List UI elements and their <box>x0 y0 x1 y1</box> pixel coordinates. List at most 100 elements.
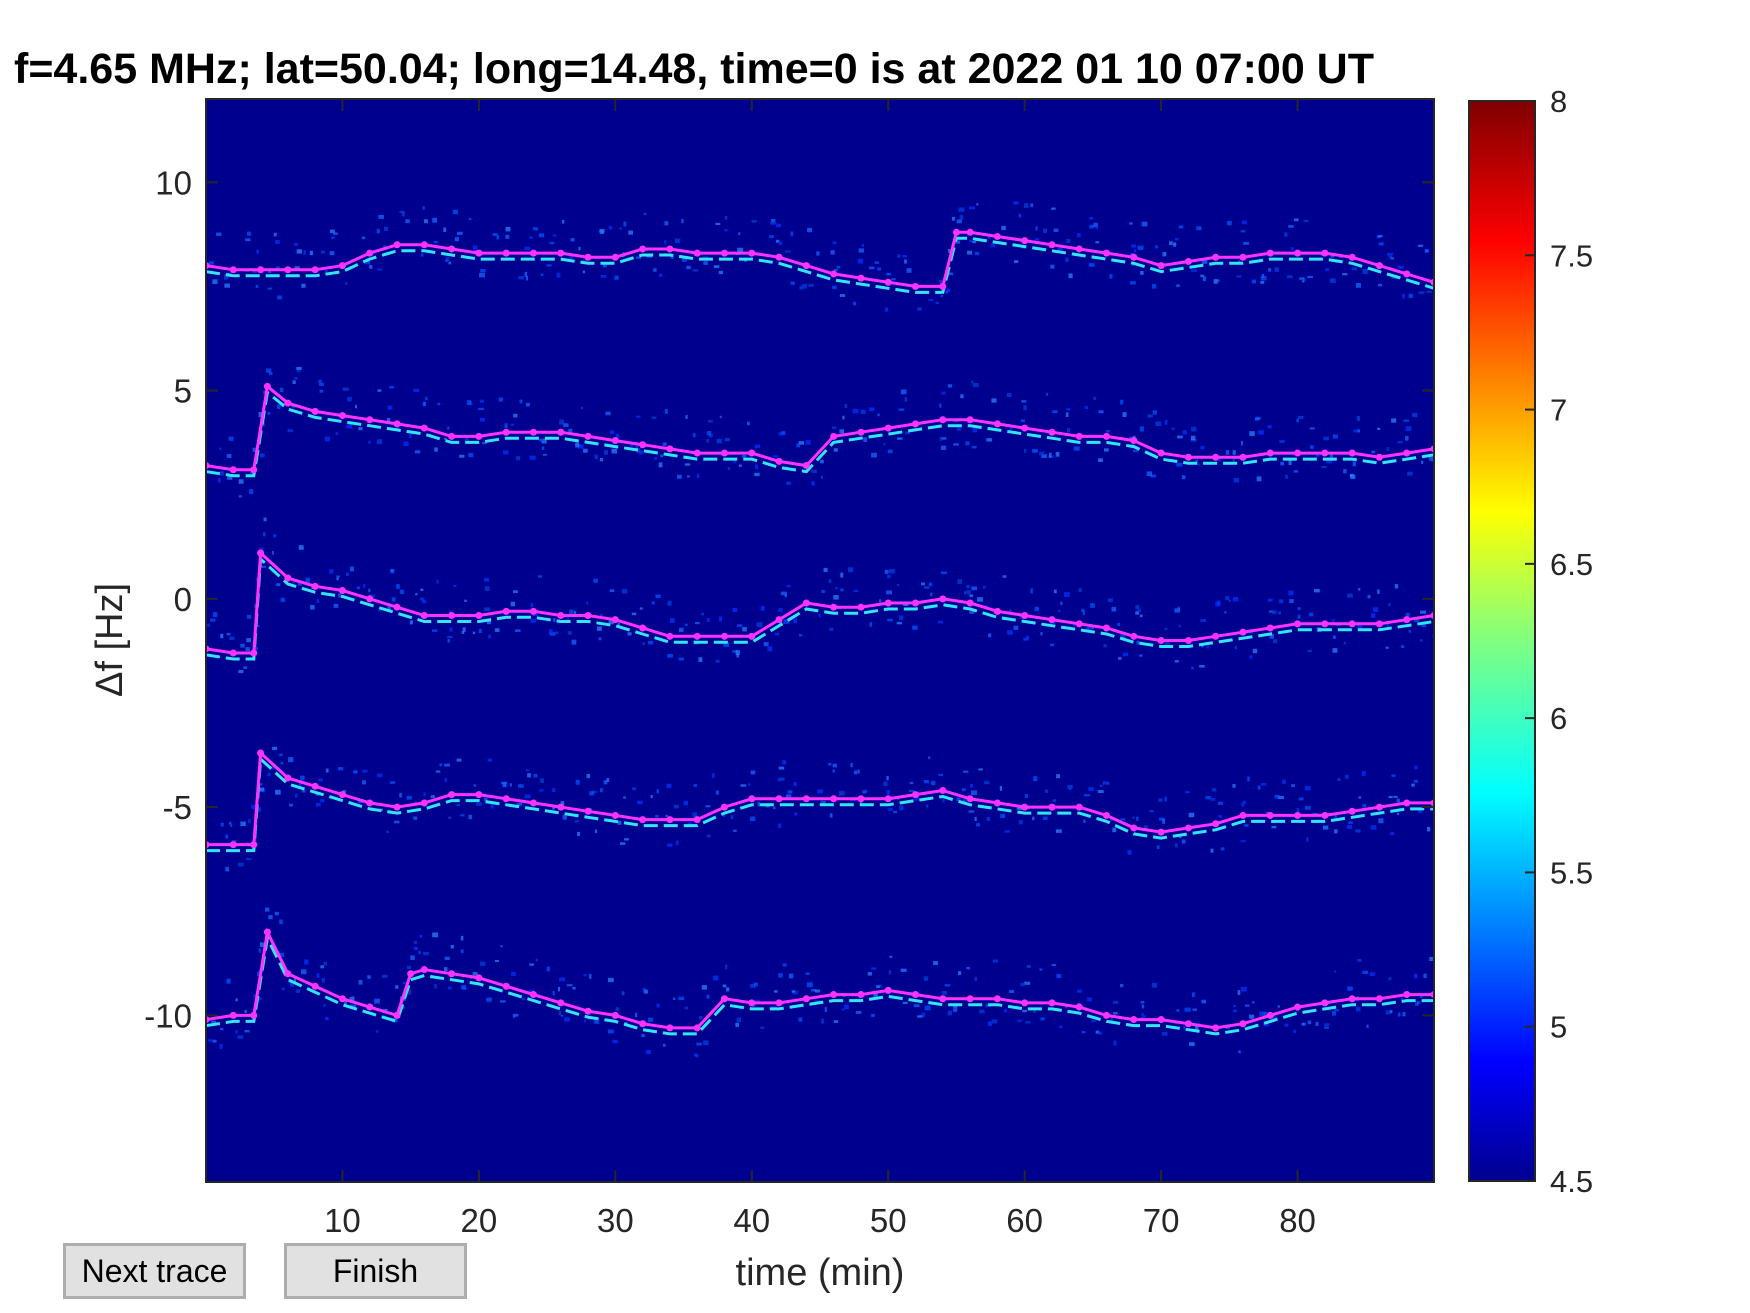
echo-speckle <box>909 781 914 785</box>
trace-point <box>1266 249 1274 257</box>
echo-speckle <box>917 1015 923 1018</box>
echo-speckle <box>1329 278 1336 284</box>
echo-speckle <box>446 256 450 262</box>
echo-speckle <box>294 266 300 270</box>
echo-speckle <box>886 789 890 795</box>
echo-speckle <box>1090 603 1095 608</box>
trace-point <box>639 1020 647 1028</box>
echo-speckle <box>562 814 567 820</box>
echo-speckle <box>621 991 625 996</box>
trace-point <box>1294 620 1302 628</box>
trace-point <box>720 449 728 457</box>
echo-speckle <box>1033 776 1038 782</box>
echo-speckle <box>1393 795 1398 798</box>
echo-speckle <box>735 1022 739 1027</box>
echo-speckle <box>225 834 229 839</box>
echo-speckle <box>596 626 602 631</box>
echo-speckle <box>1107 598 1113 603</box>
trace-point <box>857 274 865 282</box>
echo-speckle <box>634 445 639 448</box>
echo-speckle <box>1006 392 1012 398</box>
trace-point <box>993 232 1001 240</box>
trace-point <box>448 432 456 440</box>
echo-speckle <box>1200 446 1205 450</box>
echo-speckle <box>1034 238 1039 241</box>
echo-speckle <box>465 437 469 442</box>
echo-speckle <box>877 413 880 417</box>
echo-speckle <box>1408 293 1414 298</box>
echo-speckle <box>1044 789 1049 793</box>
echo-speckle <box>424 219 428 224</box>
echo-speckle <box>778 766 785 770</box>
echo-speckle <box>347 396 352 402</box>
echo-speckle <box>564 1017 570 1022</box>
echo-speckle <box>602 262 607 268</box>
echo-speckle <box>583 448 588 453</box>
echo-speckle <box>320 965 325 969</box>
echo-speckle <box>1007 630 1013 635</box>
echo-speckle <box>713 265 720 269</box>
echo-speckle <box>1143 825 1148 830</box>
echo-speckle <box>1385 646 1389 649</box>
echo-speckle <box>280 597 286 602</box>
echo-speckle <box>931 780 936 786</box>
echo-speckle <box>733 459 736 464</box>
trace-point <box>557 803 565 811</box>
echo-speckle <box>1415 1002 1419 1006</box>
echo-speckle <box>782 963 787 967</box>
echo-speckle <box>703 261 708 265</box>
echo-speckle <box>947 384 953 388</box>
echo-speckle <box>1397 441 1403 444</box>
trace-point <box>775 457 783 465</box>
trace-point <box>775 253 783 261</box>
finish-button[interactable]: Finish <box>284 1243 467 1299</box>
echo-speckle <box>1421 623 1427 628</box>
echo-speckle <box>1196 226 1202 231</box>
echo-speckle <box>1343 469 1347 474</box>
next-trace-button[interactable]: Next trace <box>63 1243 246 1299</box>
echo-speckle <box>480 269 486 273</box>
echo-speckle <box>260 565 266 568</box>
echo-speckle <box>541 438 547 444</box>
echo-speckle <box>733 829 737 832</box>
echo-speckle <box>583 1019 586 1023</box>
trace-point <box>611 437 619 445</box>
echo-speckle <box>1164 419 1168 425</box>
echo-speckle <box>1260 281 1265 284</box>
echo-speckle <box>1293 470 1299 473</box>
echo-speckle <box>1304 805 1311 810</box>
echo-speckle <box>220 633 224 639</box>
echo-speckle <box>777 777 782 782</box>
echo-speckle <box>705 805 711 808</box>
trace-point <box>257 266 265 274</box>
echo-speckle <box>432 932 439 938</box>
echo-speckle <box>571 639 577 645</box>
echo-speckle <box>496 235 500 240</box>
trace-point <box>1048 616 1056 624</box>
echo-speckle <box>549 632 556 636</box>
echo-speckle <box>1284 232 1288 237</box>
echo-speckle <box>958 207 965 212</box>
echo-speckle <box>1421 460 1424 464</box>
echo-speckle <box>770 221 776 225</box>
echo-speckle <box>295 793 298 798</box>
echo-speckle <box>712 772 715 778</box>
echo-speckle <box>255 284 259 288</box>
echo-speckle <box>1249 1014 1255 1019</box>
echo-speckle <box>1091 1020 1096 1023</box>
echo-speckle <box>1127 850 1132 855</box>
echo-speckle <box>358 427 363 431</box>
trace-point <box>912 282 920 290</box>
echo-speckle <box>1243 800 1246 804</box>
echo-speckle <box>1394 584 1399 589</box>
echo-speckle <box>364 260 369 265</box>
echo-speckle <box>1132 816 1135 819</box>
trace-point <box>1021 237 1029 245</box>
echo-speckle <box>750 816 756 822</box>
echo-speckle <box>280 387 284 393</box>
echo-speckle <box>1333 635 1336 639</box>
echo-speckle <box>855 1010 862 1014</box>
trace-point <box>475 612 483 620</box>
echo-speckle <box>617 622 620 627</box>
